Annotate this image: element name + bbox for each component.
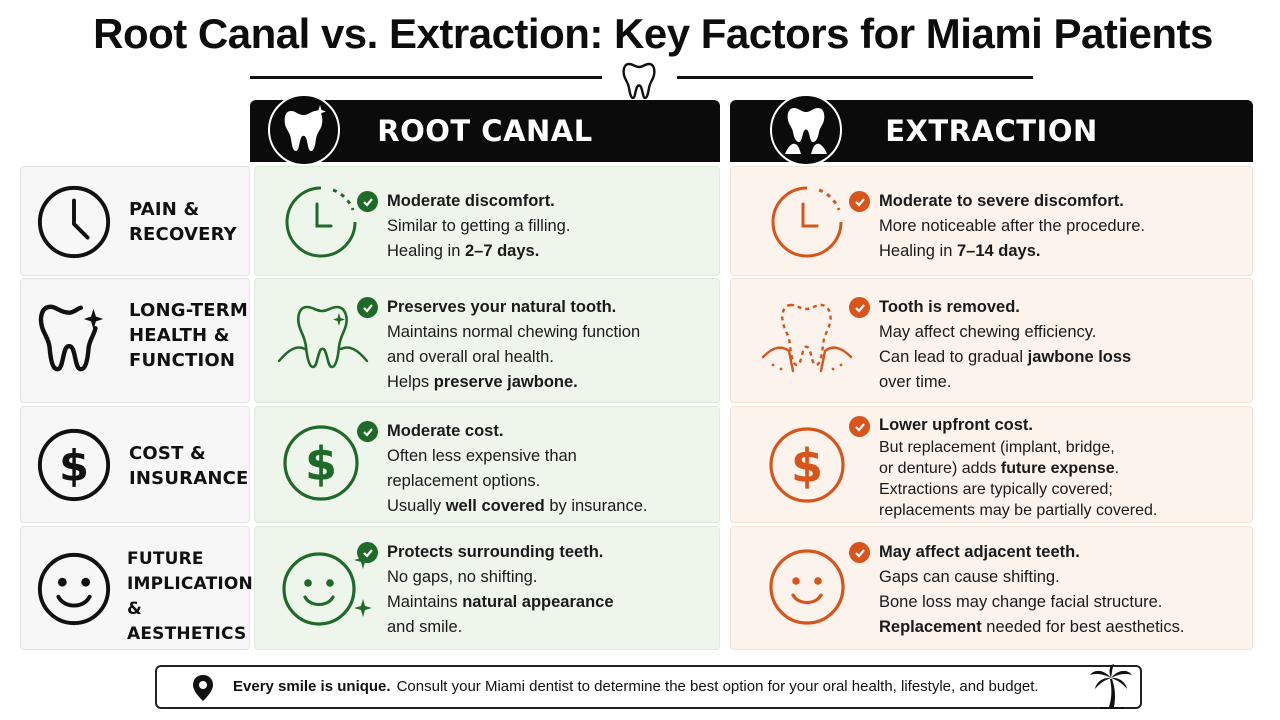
cell-line: replacement options. [387, 472, 541, 490]
column-header-root-canal: ROOT CANAL [250, 94, 720, 166]
dollar-icon: $ [769, 427, 845, 503]
cell-line: replacements may be partially covered. [879, 502, 1158, 519]
root-canal-future-cell: Protects surrounding teeth. No gaps, no … [254, 526, 720, 650]
row-label-line: IMPLICATIONS & [127, 574, 266, 619]
row-label-line: FUTURE [127, 549, 204, 569]
cell-line: Helps preserve jawbone. [387, 373, 578, 391]
smiley-icon [769, 549, 845, 625]
root-canal-pain-cell: Moderate discomfort. Similar to getting … [254, 166, 720, 276]
column-label: EXTRACTION [885, 114, 1098, 148]
extraction-pain-cell: Moderate to severe discomfort. More noti… [730, 166, 1253, 276]
cell-line: Bone loss may change facial structure. [879, 593, 1163, 611]
cell-line: Maintains natural appearance [387, 593, 614, 611]
title-divider-left [250, 76, 602, 79]
cell-heading: Lower upfront cost. [879, 416, 1033, 434]
cell-line: Extractions are typically covered; [879, 481, 1113, 498]
cell-heading: Moderate cost. [387, 422, 504, 440]
cell-line: Similar to getting a filling. [387, 217, 571, 235]
extracted-tooth-icon [770, 94, 842, 166]
cell-line: Can lead to gradual jawbone loss [879, 348, 1132, 366]
check-icon [849, 191, 870, 212]
footer-text: Every smile is unique. Consult your Miami… [233, 678, 1039, 695]
column-header-extraction: EXTRACTION [730, 94, 1253, 166]
cell-line: or denture) adds future expense. [879, 460, 1120, 477]
clock-icon [771, 186, 843, 258]
row-label-line: COST & [129, 443, 206, 464]
cell-heading: Tooth is removed. [879, 298, 1020, 316]
cell-line: But replacement (implant, bridge, [879, 439, 1115, 456]
check-icon [849, 416, 870, 437]
cell-heading: May affect adjacent teeth. [879, 543, 1080, 561]
svg-text:$: $ [305, 437, 337, 491]
row-label-line: INSURANCE [129, 468, 249, 489]
cell-heading: Protects surrounding teeth. [387, 543, 604, 561]
extraction-cost-cell: $ Lower upfront cost. But replacement (i… [730, 406, 1253, 523]
cell-line: and smile. [387, 618, 463, 636]
palm-tree-icon [1090, 664, 1132, 709]
dollar-icon: $ [283, 425, 359, 501]
tooth-gum-icon [277, 305, 369, 369]
row-label-future-aesthetics: FUTURE IMPLICATIONS & AESTHETICS [20, 526, 265, 650]
check-icon [849, 542, 870, 563]
tooth-icon [622, 62, 656, 100]
svg-text:$: $ [59, 442, 89, 492]
location-pin-icon [193, 675, 213, 701]
row-label-line: AESTHETICS [127, 624, 247, 644]
cell-line: No gaps, no shifting. [387, 568, 538, 586]
row-label-cost-insurance: $ COST & INSURANCE [20, 406, 250, 523]
row-label-line: PAIN & [129, 199, 200, 220]
row-label-line: HEALTH & [129, 325, 230, 346]
row-label-pain-recovery: PAIN & RECOVERY [20, 166, 250, 276]
check-icon [849, 297, 870, 318]
check-icon [357, 542, 378, 563]
cell-heading: Moderate discomfort. [387, 192, 555, 210]
cell-line: over time. [879, 373, 952, 391]
row-label-long-term-health: LONG-TERM HEALTH & FUNCTION [20, 278, 250, 403]
footer-bold: Every smile is unique. [233, 678, 391, 695]
row-label-line: FUNCTION [129, 350, 236, 371]
dollar-icon: $ [37, 428, 111, 502]
cell-line: Replacement needed for best aesthetics. [879, 618, 1185, 636]
extraction-future-cell: May affect adjacent teeth. Gaps can caus… [730, 526, 1253, 650]
clock-icon [37, 185, 111, 259]
cell-heading: Moderate to severe discomfort. [879, 192, 1124, 210]
smiley-sparkle-icon [282, 551, 372, 626]
tooth-sparkle-icon [38, 304, 104, 372]
cell-heading: Preserves your natural tooth. [387, 298, 617, 316]
title-divider-right [677, 76, 1033, 79]
page-title: Root Canal vs. Extraction: Key Factors f… [93, 10, 1213, 57]
check-icon [357, 191, 378, 212]
svg-text:$: $ [791, 439, 823, 493]
smiley-icon [37, 552, 111, 626]
cell-line: Healing in 7–14 days. [879, 242, 1041, 260]
cell-line: Often less expensive than [387, 447, 577, 465]
check-icon [357, 421, 378, 442]
cell-line: May affect chewing efficiency. [879, 323, 1097, 341]
check-icon [357, 297, 378, 318]
cell-line: Gaps can cause shifting. [879, 568, 1060, 586]
row-label-line: RECOVERY [129, 224, 237, 245]
footer-message: Consult your Miami dentist to determine … [396, 678, 1039, 695]
removed-tooth-icon [761, 303, 853, 373]
cell-line: Usually well covered by insurance. [387, 497, 648, 515]
extraction-health-cell: Tooth is removed. May affect chewing eff… [730, 278, 1253, 403]
cell-line: and overall oral health. [387, 348, 554, 366]
tooth-sparkle-icon [268, 94, 340, 166]
row-label-line: LONG-TERM [129, 300, 248, 321]
footer-note: Every smile is unique. Consult your Miami… [155, 664, 1142, 709]
cell-line: Healing in 2–7 days. [387, 242, 540, 260]
root-canal-cost-cell: $ Moderate cost. Often less expensive th… [254, 406, 720, 523]
root-canal-health-cell: Preserves your natural tooth. Maintains … [254, 278, 720, 403]
clock-icon [285, 186, 357, 258]
cell-line: More noticeable after the procedure. [879, 217, 1145, 235]
column-label: ROOT CANAL [377, 114, 593, 148]
cell-line: Maintains normal chewing function [387, 323, 641, 341]
